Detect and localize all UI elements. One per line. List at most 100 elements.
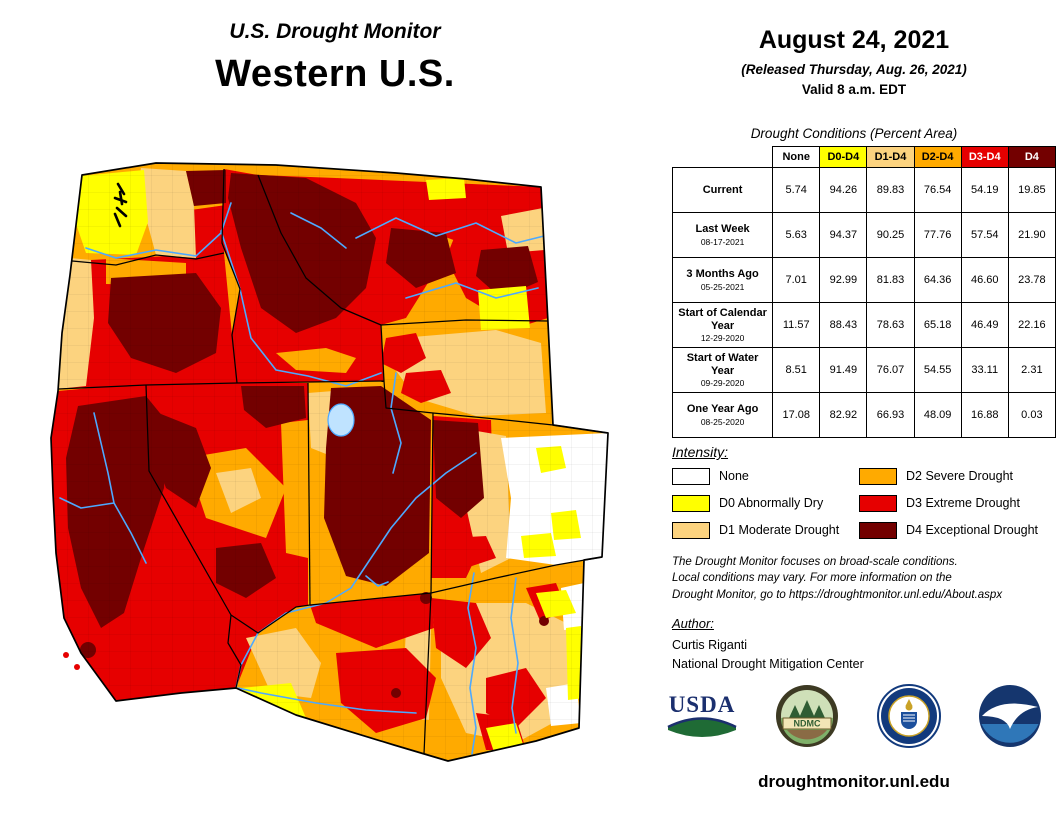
- table-header-row: None D0-D4 D1-D4 D2-D4 D3-D4 D4: [672, 146, 1056, 168]
- table-row: Current 5.74 94.26 89.83 76.54 54.19 19.85: [671, 167, 1056, 213]
- legend-swatch: [859, 494, 897, 512]
- legend-label: D1 Moderate Drought: [719, 523, 840, 537]
- column-header-d2-d4: D2-D4: [913, 146, 962, 168]
- legend-swatch: [859, 521, 897, 539]
- value-cell: 81.83: [866, 257, 915, 303]
- author-heading: Author:: [672, 616, 714, 631]
- row-label: Start of Water Year 09-29-2020: [671, 347, 774, 393]
- column-header-d0-d4: D0-D4: [819, 146, 868, 168]
- puget-sound: [113, 182, 128, 228]
- value-cell: 88.43: [819, 302, 868, 348]
- usda-logo: USDA: [666, 693, 738, 740]
- table-row: Start of Water Year 09-29-2020 8.51 91.49 76…: [671, 347, 1056, 393]
- value-cell: 5.63: [772, 212, 821, 258]
- column-header-none: None: [772, 146, 821, 168]
- value-cell: 46.60: [960, 257, 1009, 303]
- disclaimer-line: The Drought Monitor focuses on broad-sca…: [672, 556, 958, 568]
- author-name: Curtis Riganti: [672, 638, 748, 652]
- legend-label: None: [719, 469, 749, 483]
- ndmc-seal-icon: NDMC: [776, 685, 839, 747]
- table-row: One Year Ago 08-25-2020 17.08 82.92 66.93 48.…: [671, 392, 1056, 438]
- title-block: U.S. Drought Monitor Western U.S.: [140, 20, 530, 96]
- value-cell: 2.31: [1007, 347, 1056, 393]
- row-label: 3 Months Ago 05-25-2021: [671, 257, 774, 303]
- value-cell: 78.63: [866, 302, 915, 348]
- column-header-d3-d4: D3-D4: [960, 146, 1009, 168]
- drought-map: [46, 158, 650, 780]
- value-cell: 7.01: [772, 257, 821, 303]
- value-cell: 33.11: [960, 347, 1009, 393]
- value-cell: 76.54: [913, 167, 962, 213]
- table-corner-cell: [672, 146, 773, 168]
- value-cell: 94.37: [819, 212, 868, 258]
- legend-item: D0 Abnormally Dry: [672, 493, 855, 513]
- legend-swatch: [672, 521, 710, 539]
- disclaimer-text: The Drought Monitor focuses on broad-sca…: [672, 554, 1002, 603]
- noaa-seal-icon: [978, 685, 1041, 747]
- legend-swatch: [859, 467, 897, 485]
- value-cell: 21.90: [1007, 212, 1056, 258]
- valid-time: Valid 8 a.m. EDT: [801, 82, 907, 97]
- great-salt-lake: [327, 403, 355, 437]
- program-title: U.S. Drought Monitor: [229, 20, 441, 43]
- map-date: August 24, 2021: [758, 26, 950, 54]
- value-cell: 0.03: [1007, 392, 1056, 438]
- disclaimer-line: Local conditions may vary. For more info…: [672, 572, 952, 585]
- value-cell: 89.83: [866, 167, 915, 213]
- row-label: Start of Calendar Year 12-29-2020: [671, 302, 774, 348]
- legend-item: D3 Extreme Drought: [859, 493, 1042, 513]
- value-cell: 54.55: [913, 347, 962, 393]
- value-cell: 46.49: [960, 302, 1009, 348]
- channel-island: [63, 652, 69, 658]
- value-cell: 22.16: [1007, 302, 1056, 348]
- map-outline: [50, 162, 609, 762]
- column-header-d4: D4: [1007, 146, 1056, 168]
- drought-conditions-table: None D0-D4 D1-D4 D2-D4 D3-D4 D4 Current 5.74 94…: [671, 146, 1056, 438]
- value-cell: 8.51: [772, 347, 821, 393]
- value-cell: 94.26: [819, 167, 868, 213]
- value-cell: 17.08: [772, 392, 821, 438]
- channel-island: [74, 664, 80, 670]
- date-block: August 24, 2021 (Released Thursday, Aug.…: [660, 26, 1048, 97]
- value-cell: 23.78: [1007, 257, 1056, 303]
- county-boundaries-texture: [51, 163, 608, 761]
- legend-label: D0 Abnormally Dry: [719, 496, 824, 510]
- table-row: 3 Months Ago 05-25-2021 7.01 92.99 81.83 64.3…: [671, 257, 1056, 303]
- value-cell: 54.19: [960, 167, 1009, 213]
- legend-swatch: [672, 494, 710, 512]
- legend-label: D2 Severe Drought: [906, 469, 1014, 483]
- value-cell: 90.25: [866, 212, 915, 258]
- table-title: Drought Conditions (Percent Area): [750, 126, 958, 141]
- legend-label: D3 Extreme Drought: [906, 496, 1020, 510]
- value-cell: 91.49: [819, 347, 868, 393]
- table-row: Start of Calendar Year 12-29-2020 11.57 88.…: [671, 302, 1056, 348]
- value-cell: 16.88: [960, 392, 1009, 438]
- value-cell: 11.57: [772, 302, 821, 348]
- table-row: Last Week 08-17-2021 5.63 94.37 90.25 77.76 57…: [671, 212, 1056, 258]
- legend-item: D2 Severe Drought: [859, 466, 1042, 486]
- row-label: One Year Ago 08-25-2020: [671, 392, 774, 438]
- value-cell: 76.07: [866, 347, 915, 393]
- legend-item: D4 Exceptional Drought: [859, 520, 1042, 540]
- website-url: droughtmonitor.unl.edu: [758, 772, 950, 791]
- region-title: Western U.S.: [215, 53, 455, 95]
- drought-intensity-layer: [51, 163, 608, 761]
- row-label: Current: [671, 167, 774, 213]
- legend-label: D4 Exceptional Drought: [906, 523, 1039, 537]
- value-cell: 57.54: [960, 212, 1009, 258]
- value-cell: 92.99: [819, 257, 868, 303]
- author-organization: National Drought Mitigation Center: [672, 657, 864, 671]
- value-cell: 65.18: [913, 302, 962, 348]
- value-cell: 82.92: [819, 392, 868, 438]
- value-cell: 64.36: [913, 257, 962, 303]
- value-cell: 19.85: [1007, 167, 1056, 213]
- agency-logos: USDA NDMC: [666, 684, 1042, 748]
- intensity-legend: None D0 Abnormally Dry D1 Moderate Drought…: [672, 466, 1042, 540]
- noaa-logo: [978, 684, 1042, 748]
- value-cell: 5.74: [772, 167, 821, 213]
- value-cell: 66.93: [866, 392, 915, 438]
- usda-field-icon: [667, 716, 737, 737]
- released-date: (Released Thursday, Aug. 26, 2021): [741, 62, 967, 77]
- legend-title: Intensity:: [672, 444, 729, 460]
